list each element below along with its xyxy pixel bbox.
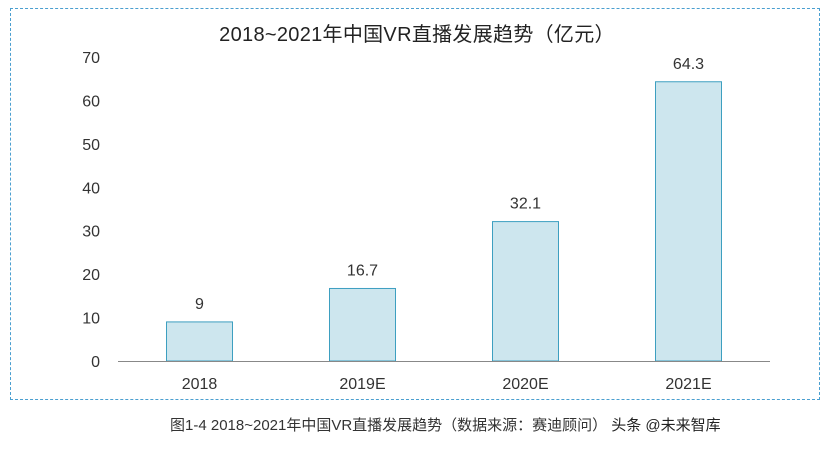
figure-caption: 图1-4 2018~2021年中国VR直播发展趋势（数据来源：赛迪顾问） 头条 @… <box>170 414 721 435</box>
y-tick-label: 40 <box>82 180 100 197</box>
y-tick-label: 10 <box>82 311 100 328</box>
y-tick-label: 0 <box>91 354 100 371</box>
data-label: 9 <box>195 296 204 313</box>
bar <box>166 321 233 362</box>
y-tick-label: 50 <box>82 137 100 154</box>
bar <box>492 221 559 362</box>
value-labels: 9 16.7 32.1 64.3 <box>195 56 704 313</box>
bar <box>655 81 722 362</box>
x-tick-label: 2019E <box>339 376 385 393</box>
x-axis-labels: 2018 2019E 2020E 2021E <box>182 376 712 393</box>
y-tick-label: 70 <box>82 50 100 67</box>
bar <box>329 287 396 362</box>
bars <box>166 81 722 362</box>
data-label: 16.7 <box>347 262 378 279</box>
chart-title: 2018~2021年中国VR直播发展趋势（亿元） <box>219 24 615 46</box>
x-tick-label: 2018 <box>182 376 218 393</box>
y-tick-label: 20 <box>82 267 100 284</box>
data-label: 64.3 <box>673 56 704 73</box>
data-label: 32.1 <box>510 196 541 213</box>
caption-text: 图1-4 2018~2021年中国VR直播发展趋势（数据来源：赛迪顾问） <box>170 417 608 434</box>
chart-frame <box>10 8 820 400</box>
y-tick-label: 60 <box>82 93 100 110</box>
y-tick-label: 30 <box>82 224 100 241</box>
x-tick-label: 2021E <box>665 376 711 393</box>
y-axis-ticks: 0 10 20 30 40 50 60 70 <box>82 50 100 371</box>
x-tick-label: 2020E <box>502 376 548 393</box>
watermark-text: 头条 @未来智库 <box>611 417 721 434</box>
